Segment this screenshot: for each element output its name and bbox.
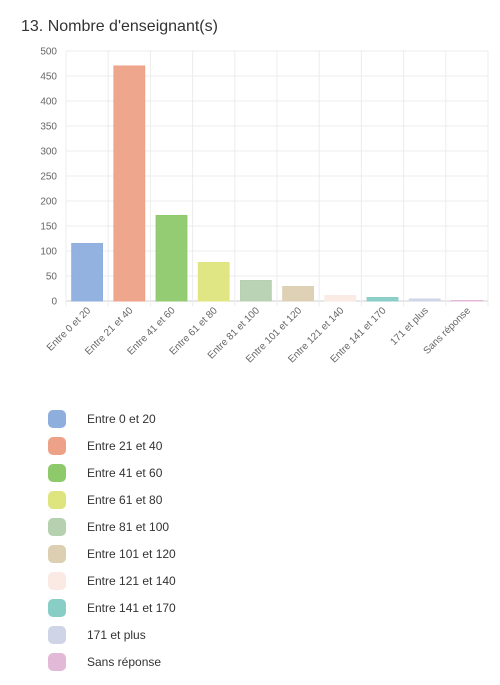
legend-label: Entre 21 et 40	[87, 438, 163, 453]
legend-swatch	[48, 490, 66, 509]
legend-label: Entre 121 et 140	[87, 573, 176, 588]
y-tick-label: 0	[51, 297, 57, 308]
y-tick-label: 400	[40, 97, 57, 108]
legend-item[interactable]: Entre 101 et 120	[48, 540, 176, 567]
legend-swatch	[48, 436, 66, 455]
bar	[71, 243, 104, 302]
bar	[197, 262, 230, 302]
legend-item[interactable]: Entre 121 et 140	[48, 567, 176, 594]
legend-swatch	[48, 463, 66, 482]
bar	[408, 298, 441, 302]
x-tick-label: 171 et plus	[388, 305, 430, 347]
legend-label: Entre 41 et 60	[87, 465, 163, 480]
y-tick-label: 100	[40, 247, 57, 258]
bar	[113, 65, 146, 302]
legend-item[interactable]: 171 et plus	[48, 621, 176, 648]
chart-title: 13. Nombre d'enseignant(s)	[21, 18, 218, 35]
y-tick-label: 150	[40, 222, 57, 233]
y-tick-label: 250	[40, 172, 57, 183]
legend-label: Sans réponse	[87, 654, 162, 669]
bar	[366, 297, 399, 302]
y-tick-label: 200	[40, 197, 57, 208]
legend-item[interactable]: Entre 0 et 20	[48, 405, 176, 432]
legend-item[interactable]: Entre 21 et 40	[48, 432, 176, 459]
y-tick-label: 350	[40, 122, 57, 133]
y-tick-label: 50	[46, 272, 58, 283]
legend-label: 171 et plus	[87, 627, 146, 642]
legend-item[interactable]: Entre 41 et 60	[48, 459, 176, 486]
legend-item[interactable]: Entre 81 et 100	[48, 513, 176, 540]
bar	[450, 300, 483, 302]
legend-label: Entre 81 et 100	[87, 519, 170, 534]
legend-swatch	[48, 652, 66, 671]
legend-swatch	[48, 625, 66, 644]
y-tick-label: 300	[40, 147, 57, 158]
y-tick-label: 500	[40, 47, 57, 58]
legend-swatch	[48, 409, 66, 428]
legend-swatch	[48, 571, 66, 590]
bar	[282, 286, 315, 302]
legend-swatch	[48, 598, 66, 617]
bar	[324, 295, 357, 302]
legend-label: Entre 61 et 80	[87, 492, 163, 507]
y-tick-label: 450	[40, 72, 57, 83]
chart-legend: Entre 0 et 20 Entre 21 et 40 Entre 41 et 6…	[48, 405, 176, 675]
legend-item[interactable]: Sans réponse	[48, 648, 176, 675]
bar	[155, 215, 188, 302]
bar	[239, 280, 272, 302]
legend-label: Entre 101 et 120	[87, 546, 176, 561]
legend-swatch	[48, 544, 66, 563]
legend-item[interactable]: Entre 61 et 80	[48, 486, 176, 513]
legend-label: Entre 141 et 170	[87, 600, 176, 615]
legend-swatch	[48, 517, 66, 536]
legend-label: Entre 0 et 20	[87, 411, 156, 426]
legend-item[interactable]: Entre 141 et 170	[48, 594, 176, 621]
